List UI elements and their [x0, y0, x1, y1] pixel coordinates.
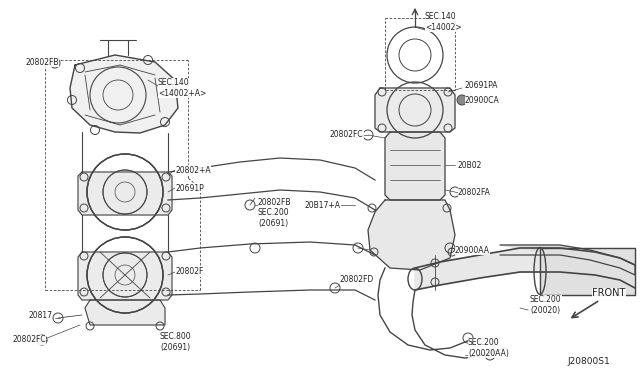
Text: FRONT: FRONT	[592, 288, 625, 298]
Polygon shape	[368, 200, 455, 270]
Text: 20802FC: 20802FC	[330, 129, 364, 138]
Text: 20900CA: 20900CA	[465, 96, 500, 105]
Polygon shape	[375, 88, 455, 132]
Text: 20B02: 20B02	[458, 160, 483, 170]
Polygon shape	[415, 248, 635, 290]
Polygon shape	[78, 252, 172, 300]
Polygon shape	[540, 248, 635, 295]
Text: 20802FC: 20802FC	[12, 336, 45, 344]
Circle shape	[457, 95, 467, 105]
Text: SEC.140
<14002+A>: SEC.140 <14002+A>	[158, 78, 206, 98]
Text: 20802FA: 20802FA	[458, 187, 491, 196]
Text: 20691P: 20691P	[175, 183, 204, 192]
Text: 20817: 20817	[28, 311, 52, 320]
Text: SEC.200
(20691): SEC.200 (20691)	[258, 208, 290, 228]
Text: 20802FB: 20802FB	[25, 58, 58, 67]
Text: SEC.200
(20020AA): SEC.200 (20020AA)	[468, 338, 509, 358]
Text: SEC.800
(20691): SEC.800 (20691)	[160, 332, 191, 352]
Text: 20802F: 20802F	[175, 267, 204, 276]
Text: 20B17+A: 20B17+A	[305, 201, 341, 209]
Text: 20802FB: 20802FB	[258, 198, 291, 206]
Text: 20900AA: 20900AA	[455, 246, 490, 254]
Text: 20802+A: 20802+A	[175, 166, 211, 174]
Text: SEC.200
(20020): SEC.200 (20020)	[530, 295, 562, 315]
Polygon shape	[78, 172, 172, 215]
Polygon shape	[500, 245, 635, 275]
Text: SEC.140
<14002>: SEC.140 <14002>	[425, 12, 461, 32]
Polygon shape	[70, 55, 178, 133]
Text: 20691PA: 20691PA	[465, 80, 499, 90]
Text: J20800S1: J20800S1	[567, 357, 610, 366]
Text: 20802FD: 20802FD	[340, 276, 374, 285]
Polygon shape	[385, 132, 445, 200]
Polygon shape	[85, 300, 165, 325]
